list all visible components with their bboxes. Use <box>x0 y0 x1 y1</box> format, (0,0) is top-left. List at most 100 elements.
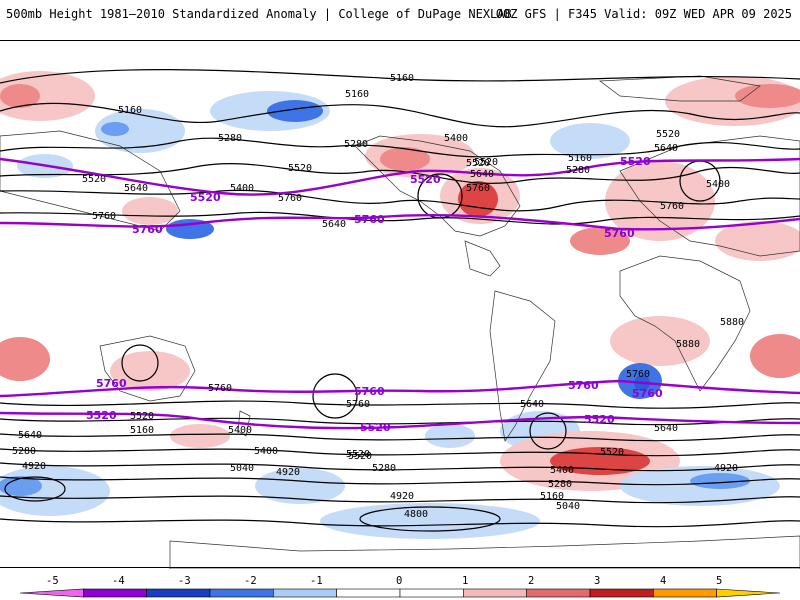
run-info: 00Z GFS | F345 Valid: 09Z WED APR 09 202… <box>495 7 792 21</box>
colorbar-segment <box>273 588 337 598</box>
colorbar-tick-label: 2 <box>528 575 534 587</box>
height-label: 5400 <box>228 425 252 436</box>
pos-anomaly-blob <box>110 351 190 391</box>
pos-anomaly-blob <box>170 424 230 448</box>
colorbar-segment <box>336 588 401 598</box>
purple-contour-5760-north <box>0 213 800 231</box>
asia-east-outline <box>0 130 181 232</box>
pos-anomaly-blob <box>605 161 715 241</box>
contour-line <box>0 102 800 128</box>
height-label: 5520 <box>656 129 680 140</box>
height-label: 4920 <box>22 461 46 472</box>
height-label: 4920 <box>714 463 738 474</box>
purple-label: 5760 <box>568 379 599 392</box>
height-label: 5760 <box>466 183 490 194</box>
purple-label: 5760 <box>96 377 127 390</box>
purple-label: 5520 <box>410 173 441 186</box>
contour-line <box>0 400 800 409</box>
colorbar-segment <box>83 588 147 598</box>
colorbar-segment <box>653 588 717 598</box>
colorbar: -5 -4 -3 -2 -1 0 1 2 3 4 5 <box>0 572 800 600</box>
height-label: 5040 <box>230 463 254 474</box>
colorbar-tick-label: -2 <box>244 575 257 587</box>
height-label: 5160 <box>390 73 414 84</box>
australia-outline <box>99 335 196 402</box>
pos-anomaly-blob <box>735 84 800 108</box>
contour-closed <box>417 173 463 219</box>
neg-anomaly-blob <box>255 468 345 504</box>
height-label: 5760 <box>626 369 650 380</box>
height-label: 5520 <box>130 411 154 422</box>
purple-label: 5520 <box>584 413 615 426</box>
contour-line <box>0 137 800 158</box>
purple-label: 5760 <box>632 387 663 400</box>
contour-line <box>0 69 800 84</box>
height-label: 5040 <box>556 501 580 512</box>
contour-line <box>0 433 800 442</box>
colorbar-svg: -5 -4 -3 -2 -1 0 1 2 3 4 5 <box>19 575 781 598</box>
pos-anomaly-blob <box>122 197 178 225</box>
neg-anomaly-blob <box>425 424 475 448</box>
colorbar-tick-label: 4 <box>660 575 666 587</box>
colorbar-tick-label: 0 <box>396 575 402 587</box>
pos-anomaly-blob <box>0 84 40 108</box>
neg-anomaly-blob <box>101 122 129 136</box>
pos-anomaly-blob <box>750 334 800 378</box>
purple-contours <box>0 157 800 430</box>
contour-line <box>0 189 800 212</box>
height-label: 5400 <box>254 446 278 457</box>
pos-anomaly-blob <box>0 337 50 381</box>
purple-label: 5760 <box>132 223 163 236</box>
height-label: 5880 <box>676 339 700 350</box>
height-label: 5520 <box>600 447 624 458</box>
colorbar-segment <box>716 588 781 598</box>
neg-anomaly-blob <box>690 473 750 489</box>
contour-closed <box>4 476 66 502</box>
contour-line <box>0 448 800 457</box>
height-label: 5280 <box>12 446 36 457</box>
map-panel: 5160 5160 5160 5280 5280 5400 5520 5400 … <box>0 40 800 569</box>
height-label: 5160 <box>118 105 142 116</box>
height-label: 5760 <box>278 193 302 204</box>
height-label: 5760 <box>346 399 370 410</box>
height-label: 5400 <box>444 133 468 144</box>
colorbar-segment <box>399 588 464 598</box>
contour-line <box>0 211 800 225</box>
purple-label: 5760 <box>604 227 635 240</box>
height-label: 5400 <box>706 179 730 190</box>
colorbar-tick-label: -5 <box>46 575 59 587</box>
south-america-outline <box>489 290 556 442</box>
neg-anomaly-blob <box>550 123 630 159</box>
contour-closed <box>312 373 358 419</box>
contour-line <box>0 417 800 426</box>
purple-contour-5520-south <box>0 411 800 430</box>
anomaly-map: 5160 5160 5160 5280 5280 5400 5520 5400 … <box>0 69 800 569</box>
purple-label: 5520 <box>190 191 221 204</box>
height-label: 5520 <box>348 451 372 462</box>
pos-anomaly-blob <box>610 316 710 366</box>
height-label: 5760 <box>660 201 684 212</box>
height-label: 5640 <box>654 143 678 154</box>
purple-label: 5760 <box>354 213 385 226</box>
antarctica-outline <box>169 535 800 569</box>
height-label: 5640 <box>520 399 544 410</box>
purple-label: 5520 <box>620 155 651 168</box>
contour-closed <box>529 412 567 450</box>
purple-label: 5520 <box>86 409 117 422</box>
height-label: 5160 <box>540 491 564 502</box>
purple-labels: 5520 5520 5760 5520 5760 5760 5760 5760 … <box>86 155 663 434</box>
contour-closed <box>121 344 159 382</box>
neg-anomaly-blob <box>320 503 540 539</box>
africa-outline <box>619 255 751 392</box>
height-label: 5160 <box>130 425 154 436</box>
height-label: 5280 <box>566 165 590 176</box>
colorbar-segment <box>589 588 654 598</box>
height-label: 5280 <box>344 139 368 150</box>
height-label: 5160 <box>568 153 592 164</box>
colorbar-segment <box>463 588 527 598</box>
contour-line <box>0 163 800 184</box>
pos-anomaly-blob <box>570 227 630 255</box>
colorbar-segment <box>19 588 84 598</box>
title-bar: 500mb Height 1981–2010 Standardized Anom… <box>0 0 800 32</box>
contour-line <box>0 476 800 486</box>
